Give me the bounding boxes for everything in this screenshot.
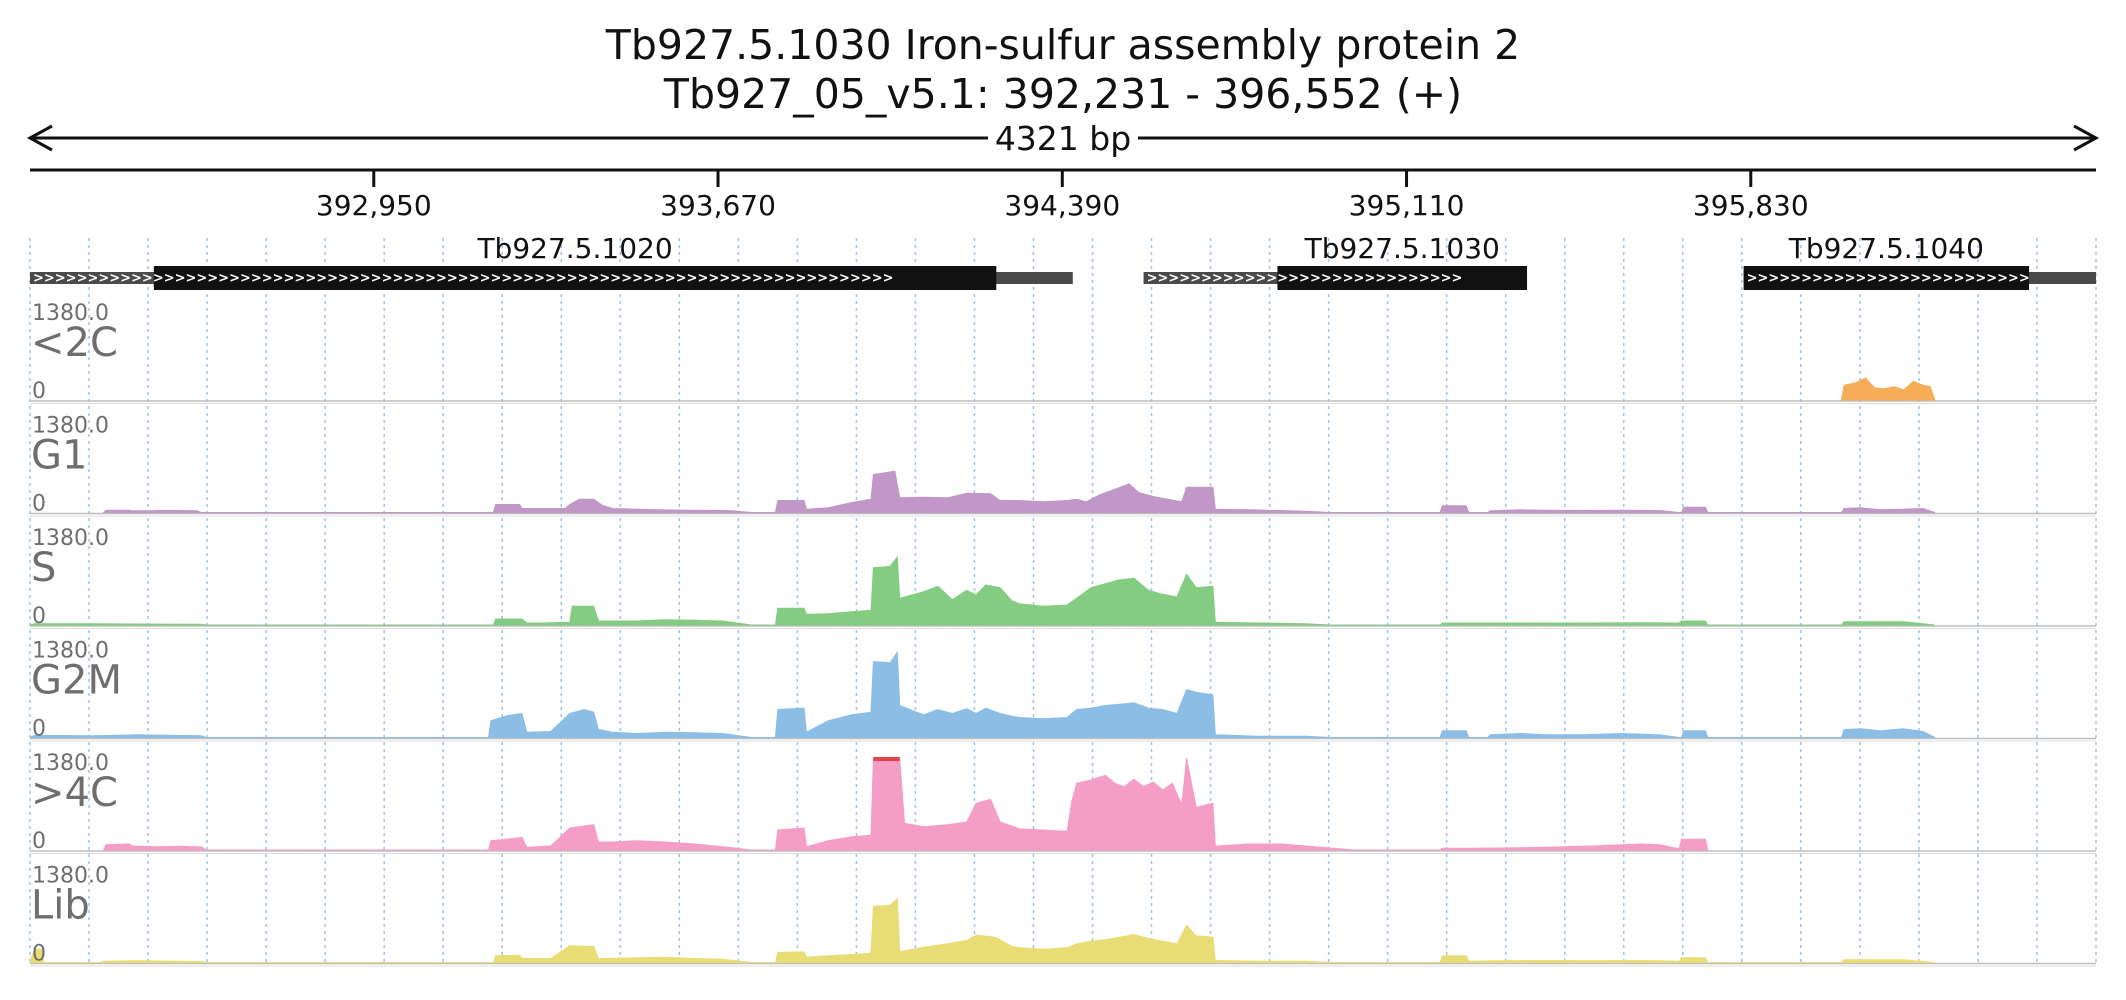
strand-chevrons: >>>>>>>>>>>>>>>>>>>>>>>>>>>>> (1147, 271, 1463, 286)
gene-label: Tb927.5.1040 (1788, 232, 1984, 265)
x-tick-label: 395,110 (1349, 189, 1465, 222)
coverage-tracks: 1380.0<2C01380.0G101380.0S01380.0G2M0138… (29, 301, 2096, 967)
track-max-label: 1380.0 (32, 751, 109, 776)
gene-cds-bar (1277, 266, 1528, 290)
gene-cds-bar (153, 266, 997, 290)
track-max-label: 1380.0 (32, 526, 109, 551)
chart-subtitle: Tb927_05_v5.1: 392,231 - 396,552 (+) (663, 70, 1462, 118)
track-max-label: 1380.0 (32, 301, 109, 326)
x-tick-label: 395,830 (1693, 189, 1809, 222)
strand-chevrons: >>>>>>>>>>>>>>>>>>>>>>>>>>>>>>>>>>>>>>>>… (33, 271, 894, 286)
x-tick-label: 394,390 (1004, 189, 1120, 222)
track-max-label: 1380.0 (32, 414, 109, 439)
track-min-label: 0 (32, 942, 46, 967)
track-name: G2M (31, 658, 122, 704)
x-tick-label: 392,950 (316, 189, 432, 222)
clipped-peak-marker (873, 757, 900, 761)
track-g1: 1380.0G1 0 (30, 414, 2096, 517)
span-arrow-left-head (26, 124, 53, 152)
gene-track: >>>>>>>>>>>>>>>>>>>>>>>>>>>>>>>>>>>>>>>>… (30, 232, 2096, 290)
track-max-label: 1380.0 (32, 864, 109, 889)
x-axis-ticks: 392,950 393,670 394,390 395,110 395,830 (316, 170, 1809, 222)
coverage-area (29, 650, 1936, 738)
track-max-label: 1380.0 (32, 639, 109, 664)
x-tick-label: 393,670 (660, 189, 776, 222)
coverage-area (29, 897, 1935, 963)
track-name: G1 (31, 433, 87, 479)
gene-tb927-5-1040: >>>>>>>>>>>>>>>>>>>>>>>>>> Tb927.5.1040 (1743, 232, 2096, 290)
span-arrow-right-head (2073, 124, 2100, 152)
coverage-area (29, 555, 1935, 626)
coverage-area (1841, 377, 1936, 401)
gene-tb927-5-1030: >>>>>>>>>>>>>>>>>>>>>>>>>>>>> Tb927.5.103… (1143, 232, 1528, 290)
track-min-label: 0 (32, 379, 46, 404)
grid-lines (29, 238, 2097, 964)
span-ruler: 4321 bp (26, 119, 2100, 158)
track-name: Lib (31, 883, 90, 929)
chart-title: Tb927.5.1030 Iron-sulfur assembly protei… (605, 21, 1520, 69)
coverage-area (102, 470, 1936, 513)
track-name: >4C (31, 770, 118, 816)
strand-chevrons: >>>>>>>>>>>>>>>>>>>>>>>>>> (1747, 271, 2030, 286)
track-min-label: 0 (32, 492, 46, 517)
gene-label: Tb927.5.1030 (1304, 232, 1500, 265)
track-name: S (31, 545, 56, 591)
coverage-area (102, 757, 1709, 851)
gene-cds-bar (1743, 266, 2030, 290)
track-min-label: 0 (32, 829, 46, 854)
span-length-label: 4321 bp (995, 119, 1131, 158)
track-name: <2C (31, 320, 118, 366)
track-4c: 1380.0>4C 0 (30, 751, 2096, 854)
gene-label: Tb927.5.1020 (476, 232, 672, 265)
track-2c: 1380.0<2C 0 (30, 301, 2096, 404)
track-s: 1380.0S 0 (29, 526, 2096, 629)
gene-tb927-5-1020: >>>>>>>>>>>>>>>>>>>>>>>>>>>>>>>>>>>>>>>>… (30, 232, 1073, 290)
track-min-label: 0 (32, 717, 46, 742)
track-min-label: 0 (32, 604, 46, 629)
